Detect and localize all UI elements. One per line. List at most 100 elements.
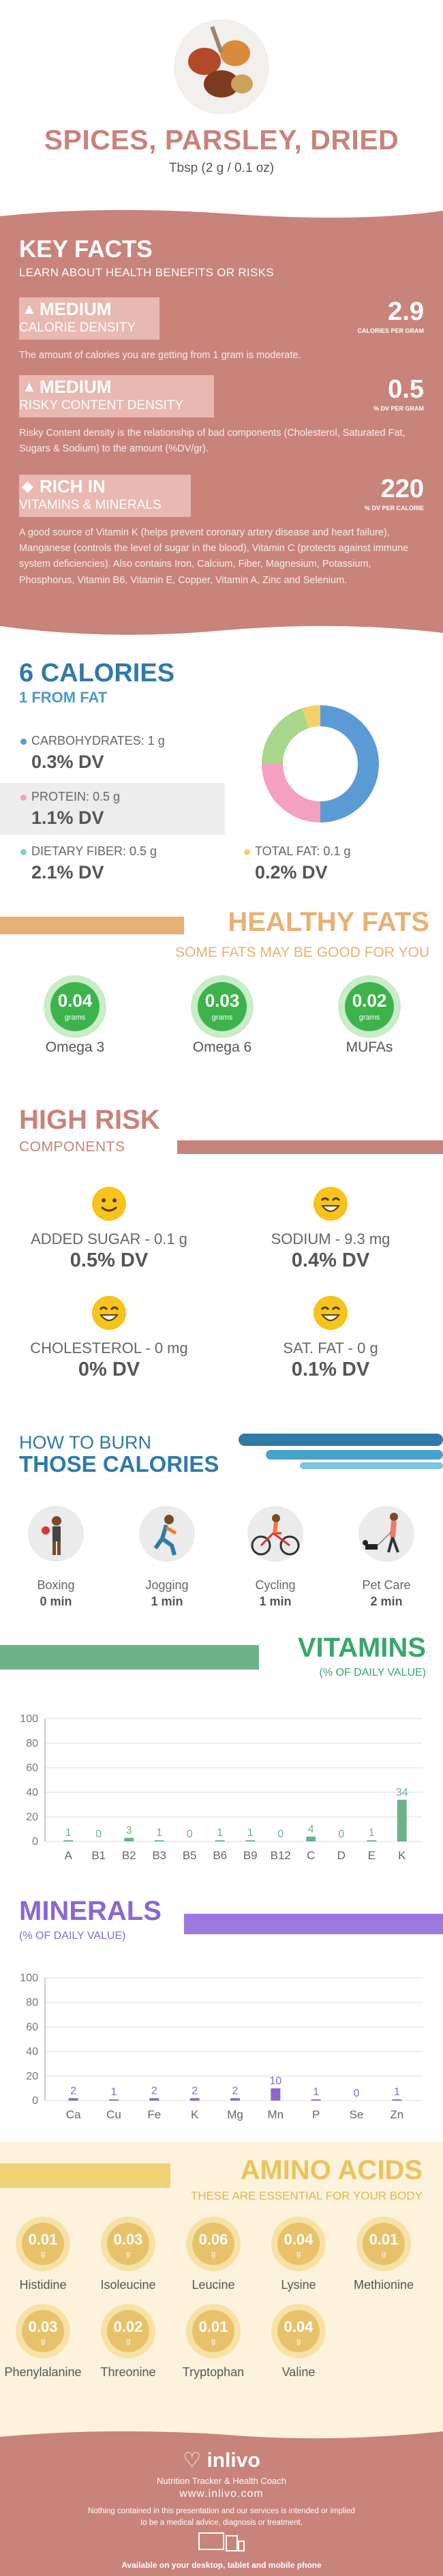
activity-name: Jogging	[145, 1578, 189, 1592]
legend-dot	[244, 849, 250, 855]
smile-face-icon	[92, 1187, 126, 1221]
donut-slice-protein	[262, 764, 320, 823]
x-tick-label: Cu	[106, 2108, 121, 2121]
y-tick-label: 20	[26, 1811, 38, 1823]
amino-unit: g	[296, 2250, 301, 2258]
amino-badge-lysine: 0.04 g	[271, 2217, 326, 2271]
amino-badge-valine: 0.04 g	[271, 2304, 326, 2358]
fat-unit: grams	[211, 1013, 233, 1022]
x-tick-label: B2	[122, 1849, 136, 1862]
donut-slice-carbohydrates	[320, 705, 379, 823]
minerals-title: MINERALS	[19, 1896, 162, 1926]
amino-value: 0.04	[284, 2318, 314, 2335]
fat-value: 0.04	[57, 990, 93, 1011]
nutrient-label: DIETARY FIBER: 0.5 g	[31, 844, 157, 858]
fat-omega6-badge: 0.03 grams	[191, 975, 254, 1038]
bar-value-label: 0	[95, 1829, 102, 1840]
nutrient-label: CARBOHYDRATES: 1 g	[31, 734, 165, 747]
x-tick-label: E	[368, 1849, 376, 1862]
amino-name: Leucine	[192, 2278, 235, 2292]
amino-unit: g	[296, 2337, 301, 2345]
y-tick-label: 0	[32, 2095, 38, 2107]
burn-title-line2: THOSE CALORIES	[19, 1451, 219, 1477]
y-tick-label: 100	[20, 1713, 38, 1725]
footer-availability: Available on your desktop, tablet and mo…	[121, 2560, 322, 2570]
legend-dot	[20, 849, 27, 855]
bar-b3	[154, 1840, 164, 1841]
y-tick-label: 40	[26, 1787, 38, 1798]
activity-minutes: 0 min	[40, 1595, 72, 1608]
fat-mufas-badge: 0.02 grams	[338, 975, 401, 1038]
amino-badge-tryptophan: 0.01 g	[186, 2304, 241, 2358]
heart-icon: ♡	[183, 2449, 207, 2472]
x-tick-label: Zn	[390, 2108, 403, 2121]
fact-description: The amount of calories you are getting f…	[19, 350, 301, 361]
amino-unit: g	[40, 2337, 46, 2345]
footer-url[interactable]: www.inlivo.com	[179, 2488, 264, 2500]
footer: ♡ inlivo Nutrition Tracker & Health Coac…	[0, 2427, 443, 2576]
bar-value-label: 1	[65, 1827, 72, 1839]
fact-value: 220	[380, 475, 424, 503]
amino-name: Phenylalanine	[4, 2365, 82, 2379]
logo-text: inlivo	[207, 2449, 260, 2472]
amino-name: Valine	[281, 2365, 316, 2379]
amino-unit: g	[211, 2337, 216, 2345]
bar-value-label: 2	[151, 2085, 157, 2097]
bar-b6	[215, 1840, 225, 1841]
y-tick-label: 0	[32, 1836, 38, 1848]
grin-face-icon	[314, 1187, 348, 1221]
nutrient-dv: 0.3% DV	[31, 752, 104, 772]
amino-name: Lysine	[281, 2278, 316, 2292]
bar-value-label: 1	[394, 2086, 400, 2098]
nutrient-carbohydrates: CARBOHYDRATES: 1 g 0.3% DV	[0, 727, 225, 779]
y-tick-label: 60	[26, 1762, 38, 1774]
y-tick-label: 40	[26, 2046, 38, 2058]
high-risk-subtitle: COMPONENTS	[19, 1139, 125, 1155]
burn-decorative-lines	[239, 1434, 443, 1469]
x-tick-label: Mg	[227, 2108, 243, 2121]
fact-unit: CALORIES PER GRAM	[357, 327, 424, 334]
leaf-icon: ◆	[22, 477, 33, 494]
fact-unit: % DV PER GRAM	[373, 405, 424, 412]
risk-dv: 0.1% DV	[291, 1359, 370, 1380]
fact-label: CALORIE DENSITY	[19, 321, 136, 335]
x-tick-label: K	[191, 2108, 199, 2121]
bar-value-label: 1	[247, 1827, 254, 1839]
devices-icon	[198, 2532, 245, 2553]
fact-tag	[19, 375, 214, 417]
nutrient-fiber: DIETARY FIBER: 0.5 g 2.1% DV	[0, 838, 225, 889]
amino-badge-leucine: 0.06 g	[186, 2217, 241, 2271]
bar-value-label: 1	[369, 1827, 375, 1839]
amino-unit: g	[125, 2337, 131, 2345]
activity-name: Pet Care	[362, 1578, 411, 1592]
minerals-subtitle: (% OF DAILY VALUE)	[19, 1930, 126, 1942]
healthy-fats-accent-bar	[0, 917, 184, 934]
wave-top-divider	[0, 204, 443, 218]
grin-face-icon	[314, 1296, 348, 1330]
amino-unit: g	[40, 2250, 46, 2258]
amino-name: Threonine	[100, 2365, 156, 2379]
warning-icon: ▲	[22, 378, 37, 395]
amino-value: 0.03	[28, 2318, 58, 2335]
amino-value: 0.01	[198, 2318, 228, 2335]
amino-badge-histidine: 0.01 g	[16, 2217, 70, 2271]
vitamins-subtitle: (% OF DAILY VALUE)	[319, 1667, 426, 1678]
flame-icon: ▲	[22, 300, 37, 317]
x-tick-label: C	[307, 1849, 315, 1862]
bar-value-label: 10	[269, 2075, 281, 2087]
bar-value-label: 2	[192, 2085, 198, 2097]
amino-value: 0.04	[284, 2231, 314, 2248]
amino-name: Isoleucine	[100, 2278, 156, 2292]
page-title: SPICES, PARSLEY, DRIED	[44, 124, 399, 156]
healthy-fats-title: HEALTHY FATS	[228, 907, 429, 937]
x-tick-label: B3	[152, 1849, 166, 1862]
bar-value-label: 4	[308, 1824, 314, 1835]
nutrient-dv: 1.1% DV	[31, 808, 104, 828]
bar-value-label: 2	[232, 2085, 239, 2097]
fact-tag	[19, 475, 191, 517]
bar-value-label: 34	[396, 1787, 408, 1798]
risk-label: SAT. FAT - 0 g	[283, 1339, 378, 1357]
jogging-icon	[139, 1506, 195, 1562]
bar-value-label: 1	[313, 2086, 319, 2098]
